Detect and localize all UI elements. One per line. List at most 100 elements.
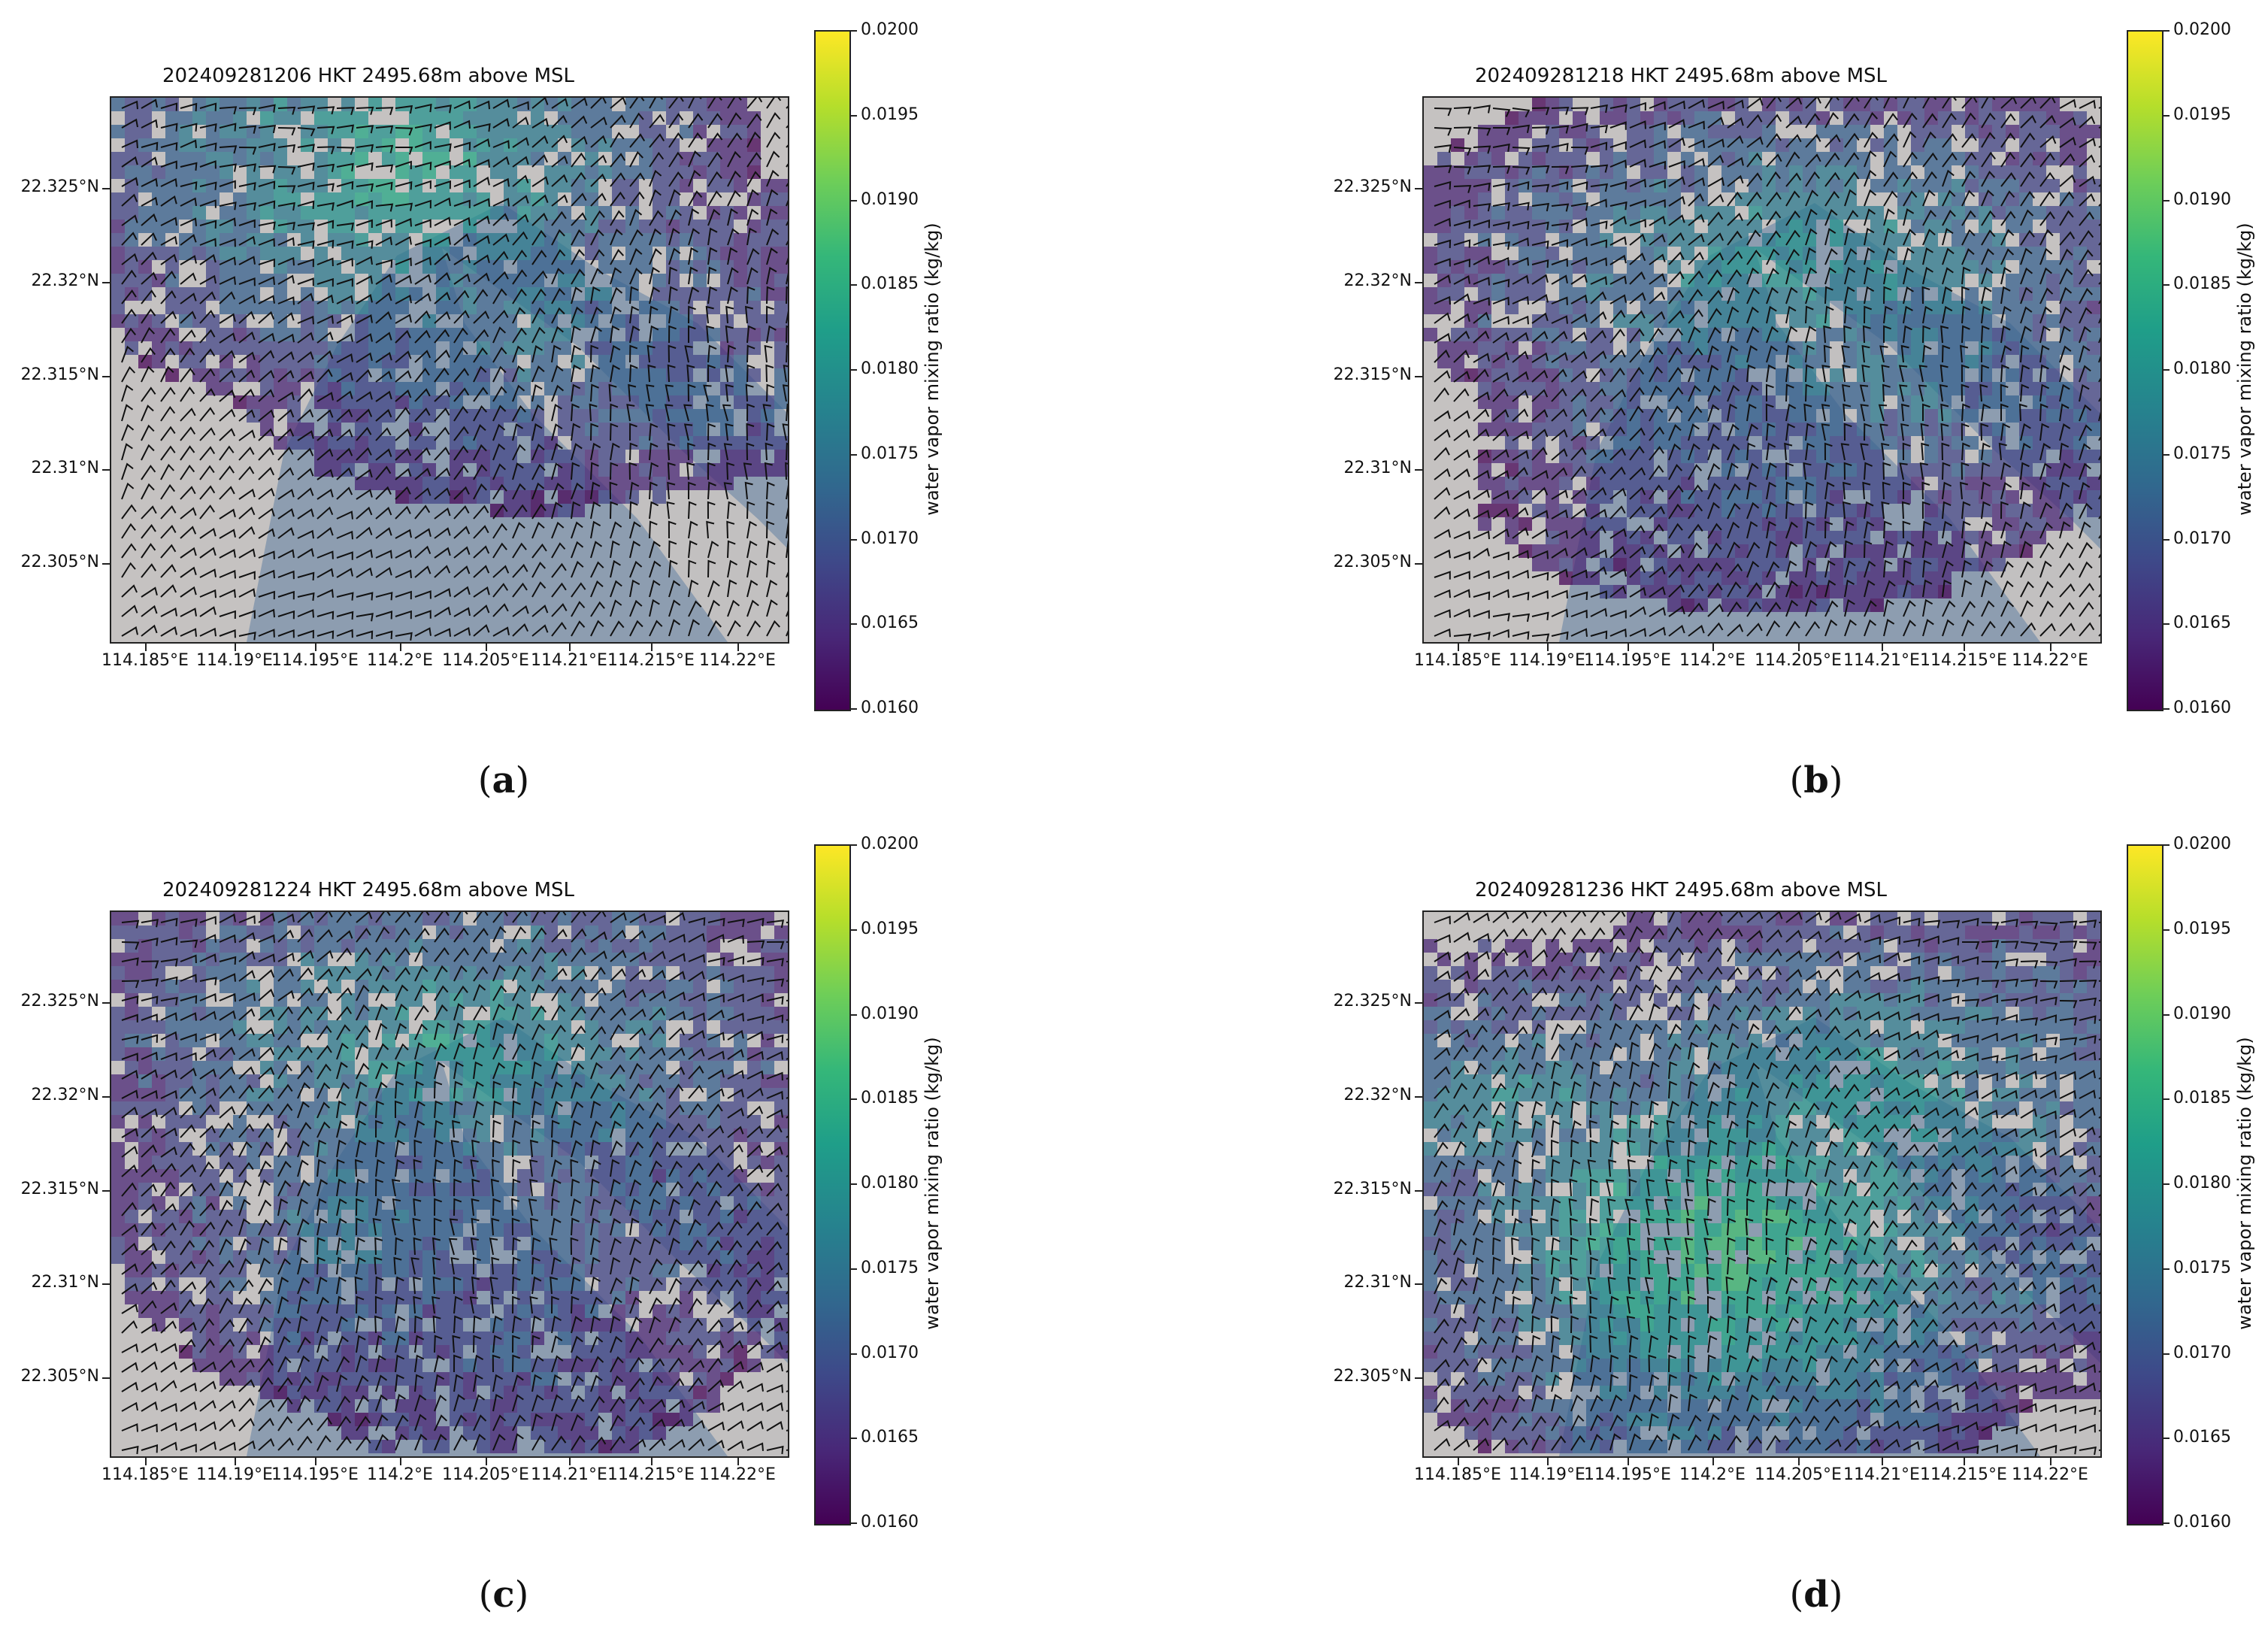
moisture-cell	[1952, 233, 1965, 247]
moisture-cell	[1749, 138, 1762, 152]
wind-barb	[238, 465, 255, 480]
moisture-cell	[1627, 504, 1640, 517]
wind-barb	[141, 624, 158, 637]
moisture-cell	[544, 328, 558, 341]
wind-barb	[1864, 150, 1877, 168]
moisture-cell	[1870, 368, 1884, 382]
x-axis-tick	[1964, 644, 1965, 651]
wind-barb	[512, 137, 529, 148]
wind-barb	[219, 408, 236, 422]
moisture-cell	[1681, 301, 1694, 314]
moisture-cell	[436, 260, 450, 274]
moisture-cell	[2073, 206, 2087, 220]
wind-barb	[2079, 154, 2096, 168]
moisture-cell	[1992, 477, 2006, 490]
wind-barb	[2039, 580, 2054, 598]
moisture-cell	[625, 409, 639, 423]
wind-barb	[336, 147, 355, 156]
wind-barb	[764, 462, 773, 480]
moisture-cell	[571, 436, 585, 450]
moisture-cell	[1586, 504, 1600, 517]
moisture-cell	[1843, 436, 1857, 450]
wind-barb	[746, 131, 761, 148]
moisture-cell	[693, 423, 707, 436]
wind-barb	[707, 151, 723, 168]
wind-barb	[688, 481, 696, 500]
moisture-cell	[274, 165, 287, 179]
moisture-cell	[1938, 125, 1952, 138]
moisture-cell	[585, 206, 598, 220]
wind-barb	[649, 598, 660, 617]
wind-barb	[2039, 344, 2050, 363]
wind-barb	[1570, 628, 1588, 637]
moisture-cell	[395, 125, 409, 138]
wind-barb	[1531, 633, 1550, 642]
moisture-cell	[111, 1210, 125, 1223]
moisture-cell	[1789, 517, 1803, 531]
moisture-cell	[1857, 125, 1870, 138]
moisture-cell	[1532, 477, 1546, 490]
moisture-cell	[1546, 517, 1559, 531]
wind-barb	[1785, 172, 1802, 187]
moisture-cell	[1870, 558, 1884, 571]
moisture-cell	[1843, 301, 1857, 314]
wind-barb	[1766, 364, 1776, 383]
wind-barb	[1981, 541, 1993, 559]
wind-barb	[1434, 447, 1450, 461]
moisture-cell	[409, 436, 422, 450]
wind-barb	[551, 155, 568, 168]
moisture-cell	[247, 1034, 260, 1047]
moisture-cell	[314, 111, 328, 125]
moisture-cell	[287, 1237, 301, 1250]
wind-barb	[1922, 266, 1933, 285]
colorbar-tick-label: 0.0165	[2173, 614, 2231, 633]
moisture-cell	[1464, 328, 1478, 341]
moisture-cell	[314, 1183, 328, 1196]
wind-barb	[336, 295, 353, 304]
moisture-cell	[1952, 544, 1965, 558]
wind-barb	[180, 426, 196, 441]
wind-barb	[219, 106, 238, 115]
moisture-cell	[1979, 247, 1992, 260]
moisture-cell	[165, 1169, 179, 1183]
moisture-cell	[1464, 341, 1478, 355]
wind-barb	[141, 119, 158, 129]
moisture-cell	[2087, 179, 2100, 192]
moisture-cell	[1735, 220, 1749, 233]
wind-barb	[551, 443, 563, 461]
moisture-cell	[1586, 517, 1600, 531]
wind-barb	[1903, 325, 1912, 344]
wind-barb	[1766, 114, 1782, 129]
wind-barb	[1492, 108, 1511, 117]
moisture-cell	[1721, 233, 1735, 247]
wind-barb	[766, 286, 775, 304]
wind-barb	[1805, 189, 1818, 207]
wind-barb	[1551, 223, 1570, 232]
wind-barb	[1707, 345, 1719, 363]
moisture-cell	[328, 138, 341, 152]
wind-barb	[786, 442, 788, 461]
moisture-cell	[2073, 152, 2087, 165]
moisture-cell	[328, 341, 341, 355]
wind-barb	[707, 580, 720, 598]
wind-barb	[571, 229, 585, 246]
moisture-cell	[382, 341, 395, 355]
moisture-cell	[707, 301, 720, 314]
moisture-cell	[422, 395, 436, 409]
wind-barb	[727, 501, 737, 520]
moisture-cell	[1924, 382, 1938, 395]
wind-barb	[1864, 111, 1879, 129]
wind-barb	[1843, 462, 1852, 480]
moisture-cell	[1897, 260, 1911, 274]
moisture-cell	[1816, 341, 1830, 355]
wind-barb	[160, 253, 177, 265]
wind-barb	[1512, 389, 1529, 402]
wind-barb	[766, 559, 776, 578]
wind-barb	[766, 325, 777, 344]
moisture-cell	[1694, 355, 1708, 368]
moisture-cell	[247, 179, 260, 192]
moisture-cell	[1830, 423, 1843, 436]
wind-barb	[1531, 240, 1549, 250]
moisture-cell	[1451, 341, 1464, 355]
moisture-cell	[152, 206, 165, 220]
